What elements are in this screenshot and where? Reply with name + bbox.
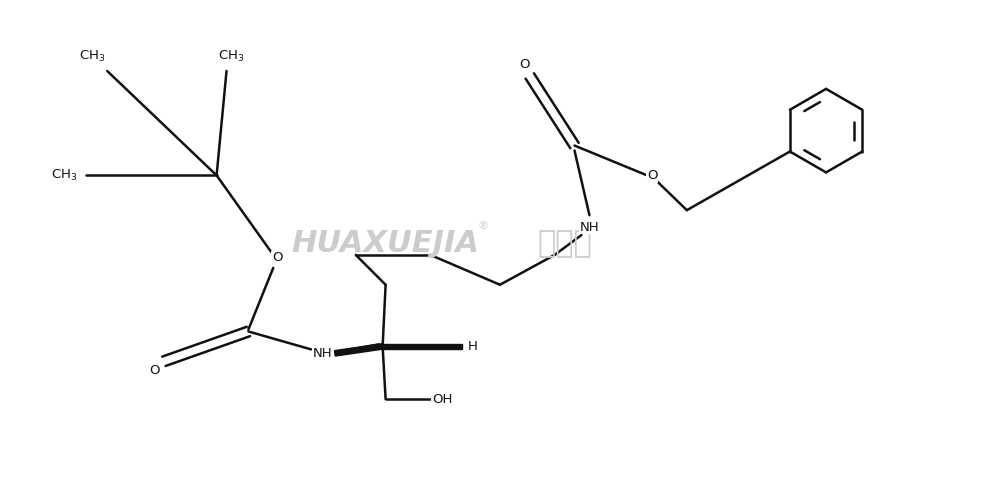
Text: OH: OH (433, 392, 452, 405)
Polygon shape (382, 344, 462, 349)
Text: H: H (468, 340, 478, 353)
Text: NH: NH (580, 221, 600, 234)
Text: HUAXUEJIA: HUAXUEJIA (292, 229, 480, 258)
Text: 化学加: 化学加 (537, 229, 592, 258)
Text: O: O (647, 169, 658, 182)
Polygon shape (334, 344, 383, 356)
Text: O: O (272, 252, 282, 265)
Text: CH$_3$: CH$_3$ (79, 49, 105, 64)
Text: ®: ® (478, 221, 489, 231)
Text: CH$_3$: CH$_3$ (218, 49, 245, 64)
Text: CH$_3$: CH$_3$ (51, 168, 78, 183)
Text: O: O (520, 57, 530, 70)
Text: NH: NH (314, 347, 333, 360)
Text: O: O (149, 364, 160, 377)
